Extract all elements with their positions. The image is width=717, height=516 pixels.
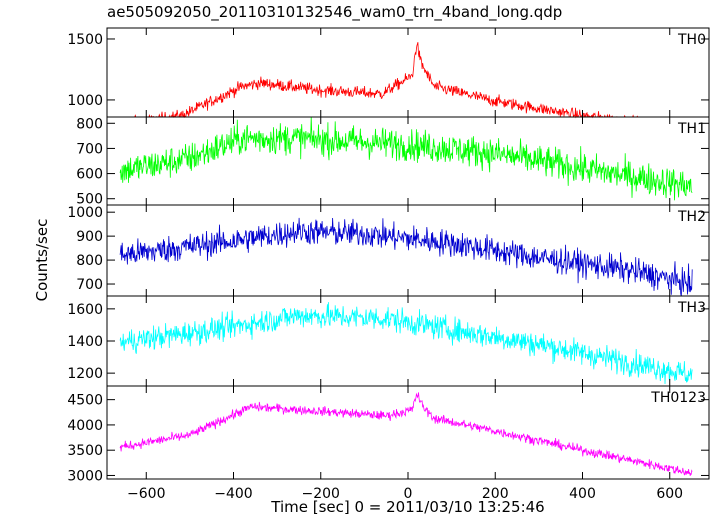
y-tick-label: 800 (76, 253, 103, 269)
y-tick-label: 900 (76, 229, 103, 245)
x-tick-label: 600 (656, 486, 683, 502)
series-th0 (120, 42, 693, 119)
panel-frame (106, 295, 710, 387)
y-tick-label: 1600 (67, 302, 103, 318)
series-th0123 (119, 392, 693, 476)
y-tick-label: 3500 (67, 443, 103, 459)
x-axis-label: Time [sec] 0 = 2011/03/10 13:25:46 (270, 498, 544, 516)
panel-th2: 700 800 900 1000 TH2 (67, 204, 710, 297)
panel-th3: 1200 1400 1600 TH3 (67, 295, 710, 387)
series-th3 (119, 302, 693, 385)
y-tick-label: 1500 (67, 32, 103, 48)
x-tick-label: −400 (214, 486, 252, 502)
y-axis-label: Counts/sec (33, 219, 51, 302)
panel-th1: 500 600 700 800 TH1 (76, 116, 710, 208)
y-tick-label: 1000 (67, 205, 103, 221)
series-th2 (119, 217, 693, 297)
y-tick-label: 700 (76, 277, 103, 293)
y-tick-label: 800 (76, 116, 103, 132)
y-tick-label: 700 (76, 141, 103, 157)
y-tick-label: 4500 (67, 393, 103, 409)
y-tick-label: 600 (76, 167, 103, 183)
panel-th0123: 3000 3500 4000 4500 TH0123 (67, 385, 710, 484)
panel-label-th1: TH1 (677, 121, 706, 137)
y-tick-label: 3000 (67, 468, 103, 484)
panel-th0: 1000 1500 TH0 (67, 27, 710, 119)
x-tick-label: −600 (127, 486, 165, 502)
y-tick-label: 1400 (67, 334, 103, 350)
panels-group: 1000 1500 TH0 500 600 700 800 TH1 700 800 900 1000 T… (67, 27, 710, 502)
chart-title: ae505092050_20110310132546_wam0_trn_4ban… (107, 3, 562, 22)
panel-label-th2: TH2 (677, 209, 706, 225)
x-tick-label: 400 (569, 486, 596, 502)
panel-frame (106, 116, 710, 206)
x-tick-label: −200 (302, 486, 340, 502)
series-th1 (119, 116, 693, 201)
panel-label-th3: TH3 (677, 300, 706, 316)
y-tick-label: 500 (76, 192, 103, 208)
y-tick-label: 4000 (67, 418, 103, 434)
panel-label-th0123: TH0123 (650, 390, 706, 406)
panel-frame (106, 204, 710, 297)
panel-label-th0: TH0 (677, 32, 706, 48)
y-tick-label: 1200 (67, 366, 103, 382)
x-tick-label: 200 (482, 486, 509, 502)
y-tick-label: 1000 (67, 93, 103, 109)
x-tick-label: 0 (404, 486, 413, 502)
